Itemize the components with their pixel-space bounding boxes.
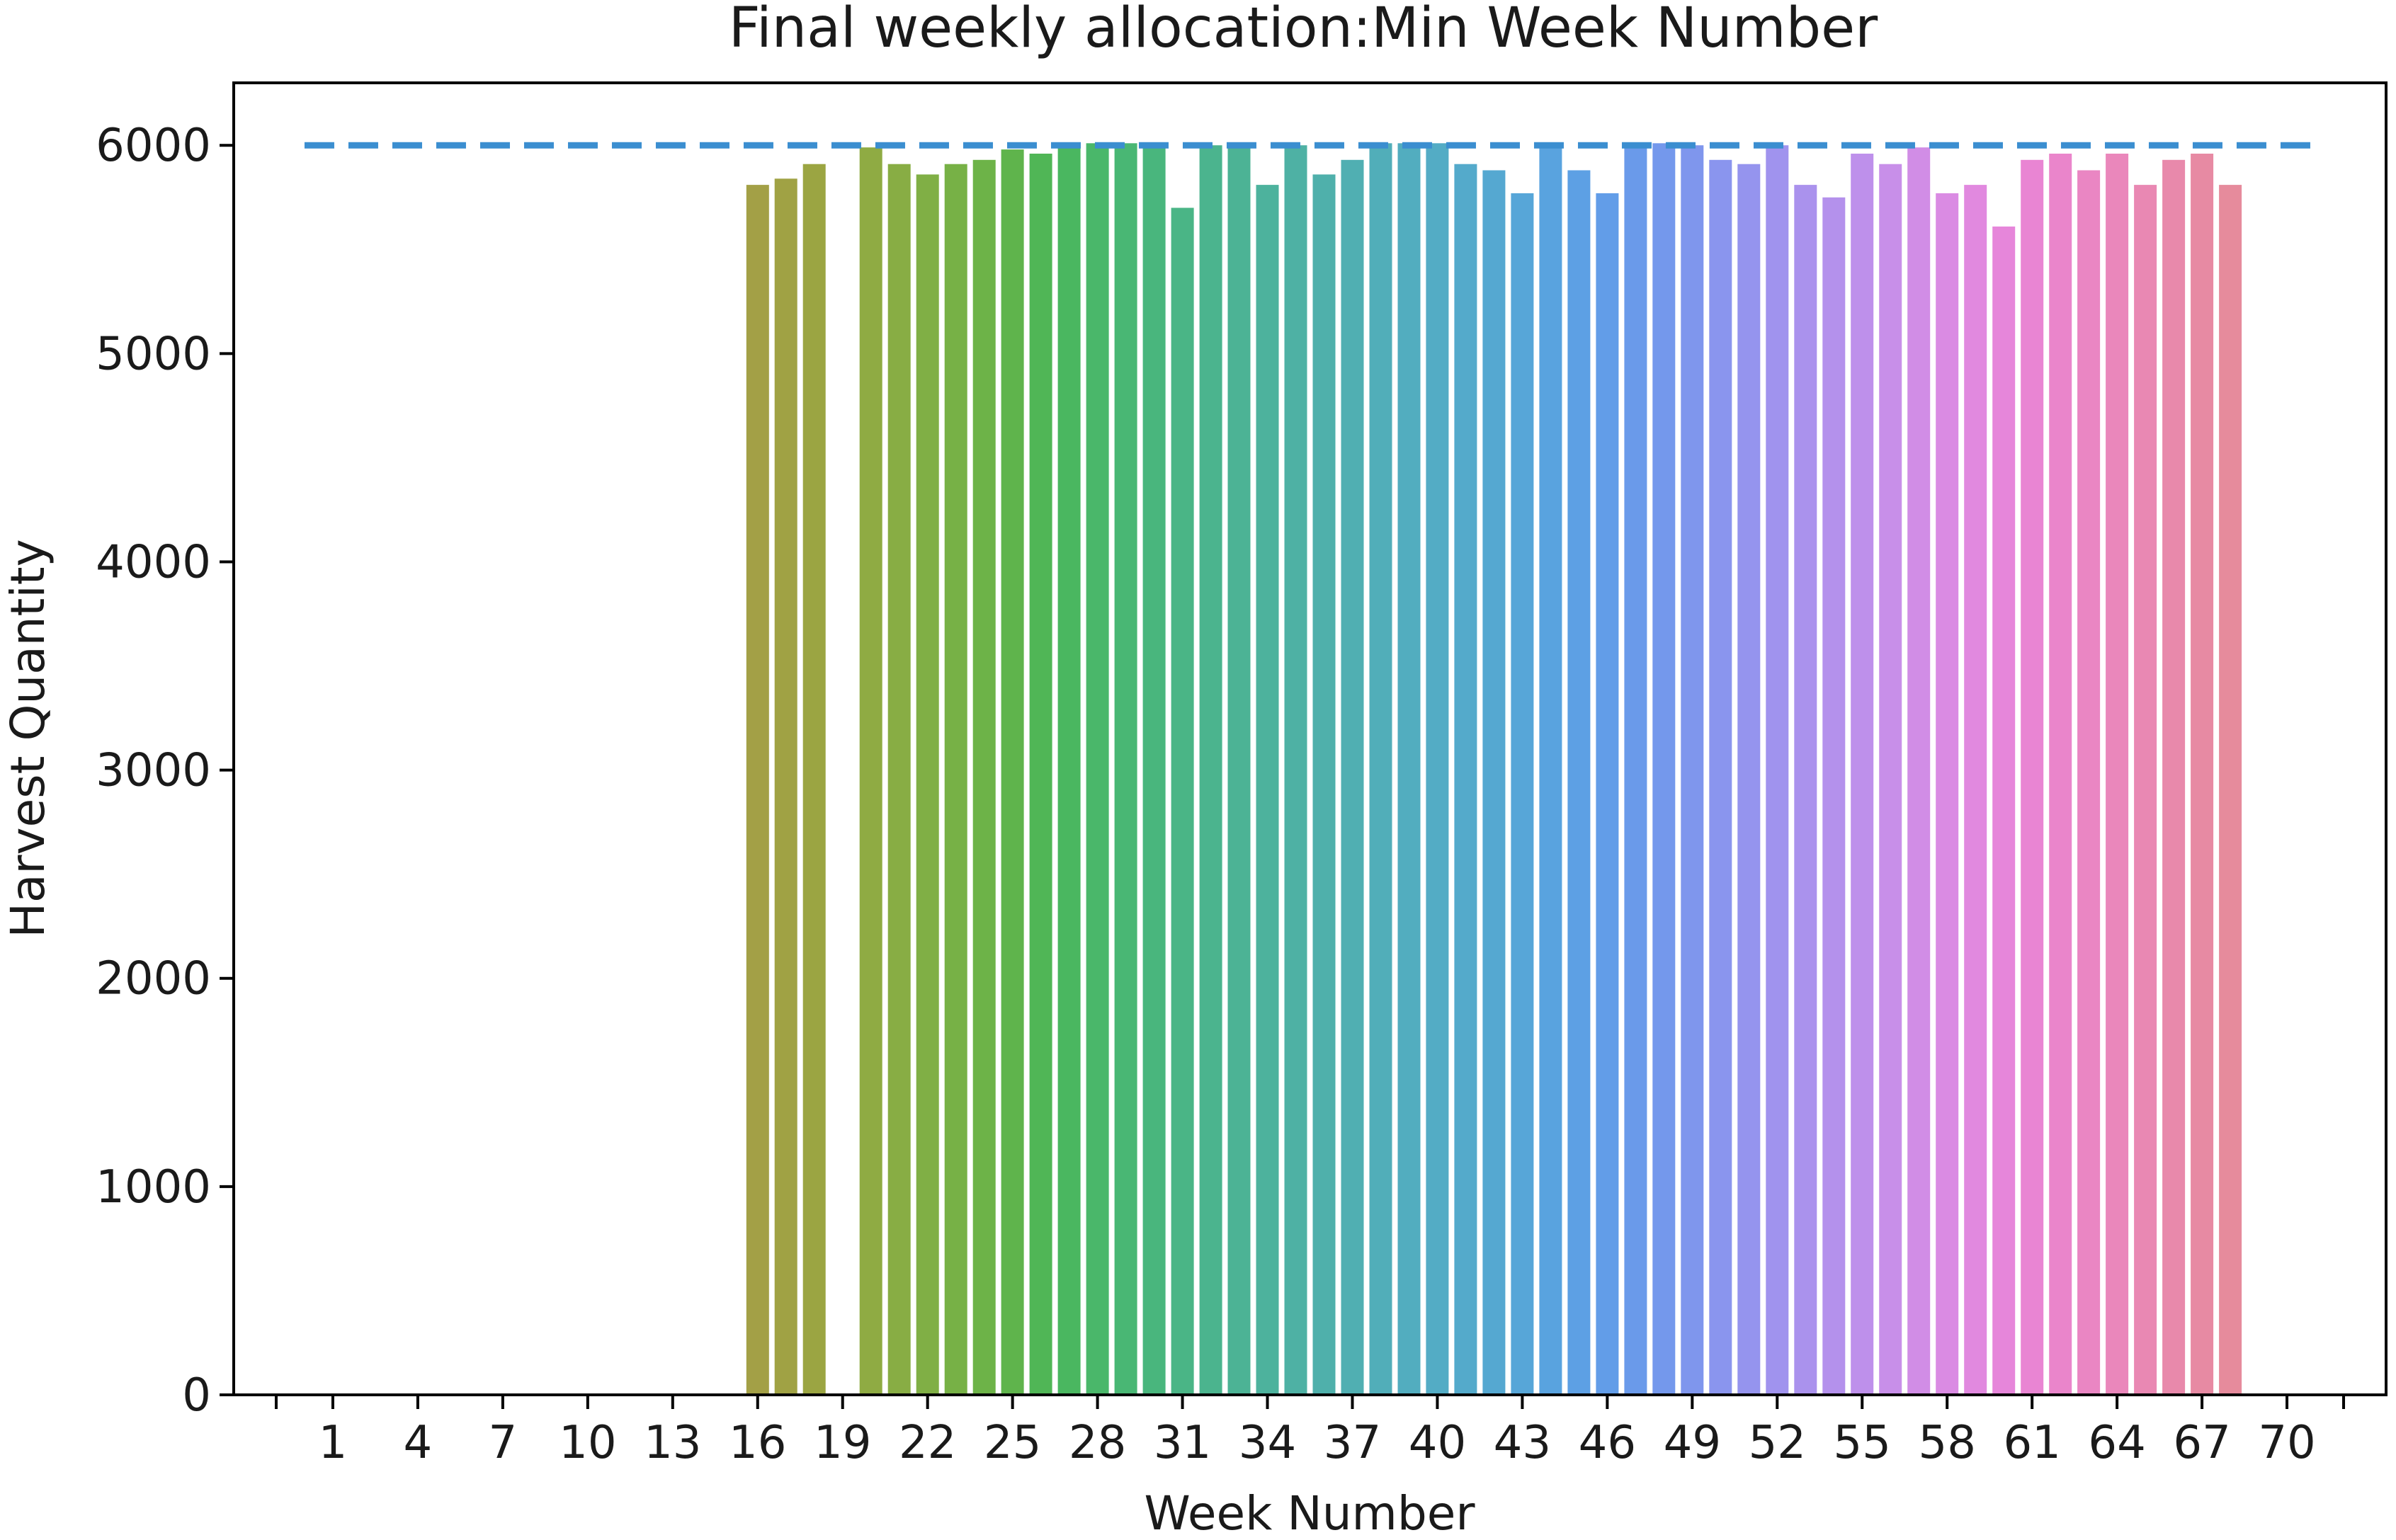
x-tick-label: 31 bbox=[1154, 1417, 1211, 1469]
bar-week-20 bbox=[859, 147, 882, 1396]
bar-week-30 bbox=[1142, 143, 1166, 1395]
bar-week-58 bbox=[1936, 193, 1959, 1395]
bar-week-49 bbox=[1681, 145, 1704, 1396]
bar-week-16 bbox=[746, 185, 769, 1396]
y-tick-label: 5000 bbox=[96, 328, 211, 380]
x-tick-label: 1 bbox=[319, 1417, 348, 1469]
y-tick-label: 3000 bbox=[96, 745, 211, 797]
bar-week-55 bbox=[1851, 154, 1874, 1395]
bar-week-60 bbox=[1992, 226, 2016, 1395]
bar-week-34 bbox=[1256, 185, 1279, 1396]
bar-week-66 bbox=[2162, 159, 2186, 1395]
bar-week-18 bbox=[802, 164, 826, 1396]
bar-week-43 bbox=[1511, 193, 1534, 1395]
bar-week-35 bbox=[1284, 145, 1307, 1396]
x-axis-label: Week Number bbox=[1145, 1486, 1476, 1540]
x-tick-label: 13 bbox=[644, 1417, 701, 1469]
bar-week-36 bbox=[1312, 174, 1336, 1395]
bar-week-51 bbox=[1737, 164, 1761, 1396]
x-tick-label: 19 bbox=[814, 1417, 871, 1469]
bar-week-23 bbox=[944, 164, 967, 1396]
bar-week-27 bbox=[1057, 145, 1081, 1396]
bar-week-56 bbox=[1879, 164, 1902, 1396]
x-tick-label: 61 bbox=[2003, 1417, 2060, 1469]
chart-title: Final weekly allocation:Min Week Number bbox=[729, 0, 1878, 60]
x-tick-label: 55 bbox=[1834, 1417, 1891, 1469]
bar-week-29 bbox=[1114, 143, 1137, 1395]
y-tick-label: 6000 bbox=[96, 120, 211, 172]
bar-week-63 bbox=[2077, 170, 2101, 1395]
bar-week-54 bbox=[1822, 197, 1846, 1395]
bar-week-38 bbox=[1369, 143, 1392, 1395]
bar-week-61 bbox=[2021, 159, 2044, 1395]
bar-week-52 bbox=[1766, 145, 1789, 1396]
bar-week-39 bbox=[1397, 143, 1421, 1395]
x-tick-label: 28 bbox=[1069, 1417, 1126, 1469]
y-axis-label: Harvest Quantity bbox=[1, 539, 55, 937]
bar-week-41 bbox=[1454, 164, 1477, 1396]
x-axis: 1 4 7 10 13 16 19 22 25 28 31 34 37 40 43 46 49 52 55 58 61 6… bbox=[274, 1395, 2346, 1469]
bar-week-44 bbox=[1539, 145, 1562, 1396]
plot-frame bbox=[232, 81, 2388, 1396]
bar-week-21 bbox=[887, 164, 911, 1396]
x-tick-label: 37 bbox=[1324, 1417, 1381, 1469]
bar-week-22 bbox=[916, 174, 939, 1395]
x-tick-label: 10 bbox=[559, 1417, 616, 1469]
bar-week-32 bbox=[1199, 145, 1222, 1396]
bar-week-64 bbox=[2106, 154, 2129, 1395]
x-tick-label: 4 bbox=[404, 1417, 433, 1469]
bar-week-28 bbox=[1086, 143, 1109, 1395]
bar-week-48 bbox=[1652, 143, 1676, 1395]
x-tick-label: 25 bbox=[984, 1417, 1041, 1469]
bar-week-68 bbox=[2219, 185, 2242, 1396]
bar-week-24 bbox=[972, 159, 996, 1395]
bar-week-57 bbox=[1907, 147, 1931, 1396]
bar-week-31 bbox=[1171, 207, 1194, 1395]
y-tick-label: 0 bbox=[182, 1369, 211, 1422]
bar-week-62 bbox=[2049, 154, 2072, 1395]
x-tick-label: 34 bbox=[1239, 1417, 1296, 1469]
x-tick-label: 49 bbox=[1664, 1417, 1721, 1469]
bar-week-26 bbox=[1029, 154, 1052, 1395]
x-tick-label: 16 bbox=[729, 1417, 786, 1469]
x-tick-label: 46 bbox=[1579, 1417, 1636, 1469]
bar-week-59 bbox=[1964, 185, 1987, 1396]
x-tick-label: 67 bbox=[2173, 1417, 2230, 1469]
bar-week-45 bbox=[1567, 170, 1591, 1395]
bars-group bbox=[746, 143, 2242, 1396]
y-tick-label: 1000 bbox=[96, 1161, 211, 1214]
bar-week-65 bbox=[2134, 185, 2157, 1396]
bar-week-25 bbox=[1001, 149, 1024, 1396]
bar-week-47 bbox=[1624, 143, 1647, 1395]
y-tick-label: 4000 bbox=[96, 536, 211, 588]
bar-week-53 bbox=[1794, 185, 1817, 1396]
y-axis: 0 1000 2000 3000 4000 5000 6000 bbox=[96, 120, 234, 1422]
x-tick-label: 52 bbox=[1749, 1417, 1806, 1469]
x-tick-label: 22 bbox=[899, 1417, 956, 1469]
x-tick-label: 40 bbox=[1409, 1417, 1466, 1469]
bar-week-67 bbox=[2191, 154, 2214, 1395]
bar-week-37 bbox=[1341, 159, 1364, 1395]
bar-week-33 bbox=[1227, 145, 1251, 1396]
bar-week-40 bbox=[1426, 143, 1449, 1395]
bar-week-46 bbox=[1596, 193, 1619, 1395]
bar-week-17 bbox=[774, 178, 797, 1395]
bar-week-42 bbox=[1482, 170, 1506, 1395]
x-tick-label: 7 bbox=[489, 1417, 518, 1469]
y-tick-label: 2000 bbox=[96, 953, 211, 1005]
x-tick-label: 64 bbox=[2088, 1417, 2145, 1469]
x-tick-label: 70 bbox=[2258, 1417, 2315, 1469]
x-tick-label: 43 bbox=[1494, 1417, 1551, 1469]
bar-week-50 bbox=[1709, 159, 1732, 1395]
x-tick-label: 58 bbox=[1918, 1417, 1975, 1469]
